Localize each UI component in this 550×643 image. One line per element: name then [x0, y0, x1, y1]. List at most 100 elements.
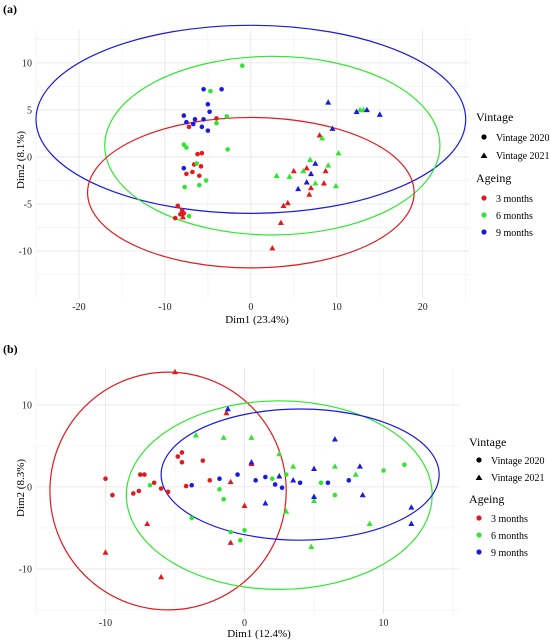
legend-vintage-2020: Vintage 2020 — [491, 456, 545, 467]
point-6-months-triangle — [308, 543, 315, 549]
point-3-months-circle — [195, 151, 200, 157]
panel-a-ticks: -20 -10 0 10 20 -10 -5 0 5 10 — [19, 58, 428, 313]
point-3-months-circle — [200, 458, 206, 463]
y-tick-label: 0 — [27, 482, 32, 493]
point-9-months-circle — [205, 101, 211, 107]
point-6-months-triangle — [248, 434, 255, 440]
y-tick-label: 10 — [22, 400, 32, 411]
point-9-months-triangle — [312, 160, 319, 166]
panel-b-legend: Vintage Vintage 2020 Vintage 2021 Ageing… — [469, 435, 545, 559]
point-9-months-triangle — [363, 106, 370, 113]
point-6-months-triangle — [220, 434, 227, 440]
point-3-months-triangle — [144, 520, 151, 526]
point-9-months-circle — [263, 474, 268, 480]
y-tick-label: -10 — [19, 564, 32, 575]
panel-a-legend: Vintage Vintage 2020 Vintage 2021 Ageing… — [476, 110, 550, 239]
y-tick-label: 5 — [27, 105, 32, 116]
point-9-months-circle — [181, 113, 187, 118]
legend-3-months-icon — [476, 515, 482, 521]
point-3-months-circle — [184, 171, 189, 177]
point-3-months-triangle — [241, 502, 248, 508]
point-9-months-triangle — [408, 504, 415, 510]
point-9-months-triangle — [248, 459, 255, 465]
point-9-months-circle — [192, 117, 198, 122]
point-3-months-circle — [137, 472, 143, 477]
point-9-months-circle — [189, 482, 194, 488]
point-6-months-triangle — [332, 182, 339, 189]
point-6-months-triangle — [286, 173, 293, 179]
point-6-months-circle — [381, 468, 386, 473]
point-3-months-circle — [207, 478, 213, 483]
point-6-months-circle — [225, 147, 230, 152]
point-9-months-triangle — [311, 493, 318, 499]
point-6-months-circle — [203, 178, 209, 183]
point-6-months-triangle — [352, 471, 359, 477]
point-3-months-circle — [110, 492, 115, 498]
point-6-months-triangle — [319, 134, 326, 141]
point-9-months-triangle — [359, 491, 366, 498]
panel-b: (b) -10 0 10 -10 0 10 Dim1 (12.4%) Dim2 (8.3%… — [3, 342, 545, 640]
ellipse-3-months — [49, 371, 287, 611]
point-3-months-circle — [131, 491, 136, 496]
point-6-months-circle — [332, 492, 338, 498]
point-6-months-circle — [270, 476, 275, 482]
point-3-months-triangle — [223, 409, 230, 416]
legend-vintage-2020: Vintage 2020 — [496, 133, 550, 144]
point-3-months-circle — [198, 164, 204, 169]
x-tick-label: 20 — [418, 302, 428, 313]
point-6-months-triangle — [311, 497, 318, 504]
legend-circle-icon — [476, 457, 482, 463]
point-6-months-circle — [208, 88, 213, 94]
point-6-months-circle — [194, 161, 200, 166]
point-3-months-circle — [181, 211, 187, 216]
panel-a: (a) -20 -10 0 10 20 -10 -5 0 5 10 Dim1 (23.4%) Di… — [3, 2, 550, 326]
point-3-months-triangle — [290, 167, 297, 174]
legend-ageing-title: Ageing — [476, 171, 511, 185]
point-6-months-circle — [318, 480, 324, 486]
ellipse-6-months — [104, 55, 441, 236]
panel-b-xlabel: Dim1 (12.4%) — [227, 628, 291, 640]
panel-b-ellipses — [49, 371, 440, 611]
point-3-months-circle — [196, 173, 202, 179]
panel-a-grid — [35, 30, 470, 298]
point-3-months-circle — [151, 480, 157, 486]
point-3-months-triangle — [277, 219, 284, 225]
point-3-months-circle — [165, 489, 171, 495]
point-9-months-circle — [325, 480, 331, 486]
point-3-months-circle — [175, 203, 181, 209]
point-3-months-triangle — [303, 165, 310, 171]
legend-vintage-title: Vintage — [469, 435, 506, 449]
point-9-months-circle — [219, 86, 224, 92]
panel-b-ylabel: Dim2 (8.3%) — [15, 459, 27, 517]
point-3-months-circle — [175, 454, 181, 459]
point-3-months-circle — [186, 124, 192, 130]
point-3-months-circle — [190, 169, 195, 175]
point-3-months-triangle — [179, 213, 186, 220]
x-tick-label: 10 — [379, 618, 389, 629]
point-6-months-circle — [189, 515, 194, 521]
point-9-months-circle — [190, 121, 196, 127]
legend-6-months: 6 months — [491, 531, 528, 542]
point-3-months-triangle — [227, 539, 234, 545]
ellipse-9-months — [160, 408, 440, 541]
legend-3-months: 3 months — [496, 194, 533, 205]
legend-vintage-2021: Vintage 2021 — [496, 151, 550, 162]
point-3-months-triangle — [322, 167, 329, 174]
y-tick-label: -5 — [24, 199, 32, 210]
point-6-months-circle — [239, 63, 245, 69]
point-3-months-triangle — [320, 180, 327, 186]
point-9-months-circle — [184, 119, 189, 125]
x-tick-label: -10 — [99, 618, 112, 629]
point-9-months-triangle — [376, 111, 383, 117]
point-9-months-circle — [201, 86, 206, 92]
point-9-months-triangle — [331, 436, 338, 442]
point-6-months-triangle — [273, 172, 280, 178]
legend-vintage-title: Vintage — [476, 110, 513, 124]
legend-vintage-2021: Vintage 2021 — [491, 473, 545, 484]
point-9-months-circle — [272, 482, 278, 487]
point-3-months-triangle — [269, 244, 276, 251]
point-3-months-triangle — [102, 549, 109, 555]
point-6-months-circle — [283, 472, 289, 477]
point-3-months-triangle — [280, 202, 287, 209]
